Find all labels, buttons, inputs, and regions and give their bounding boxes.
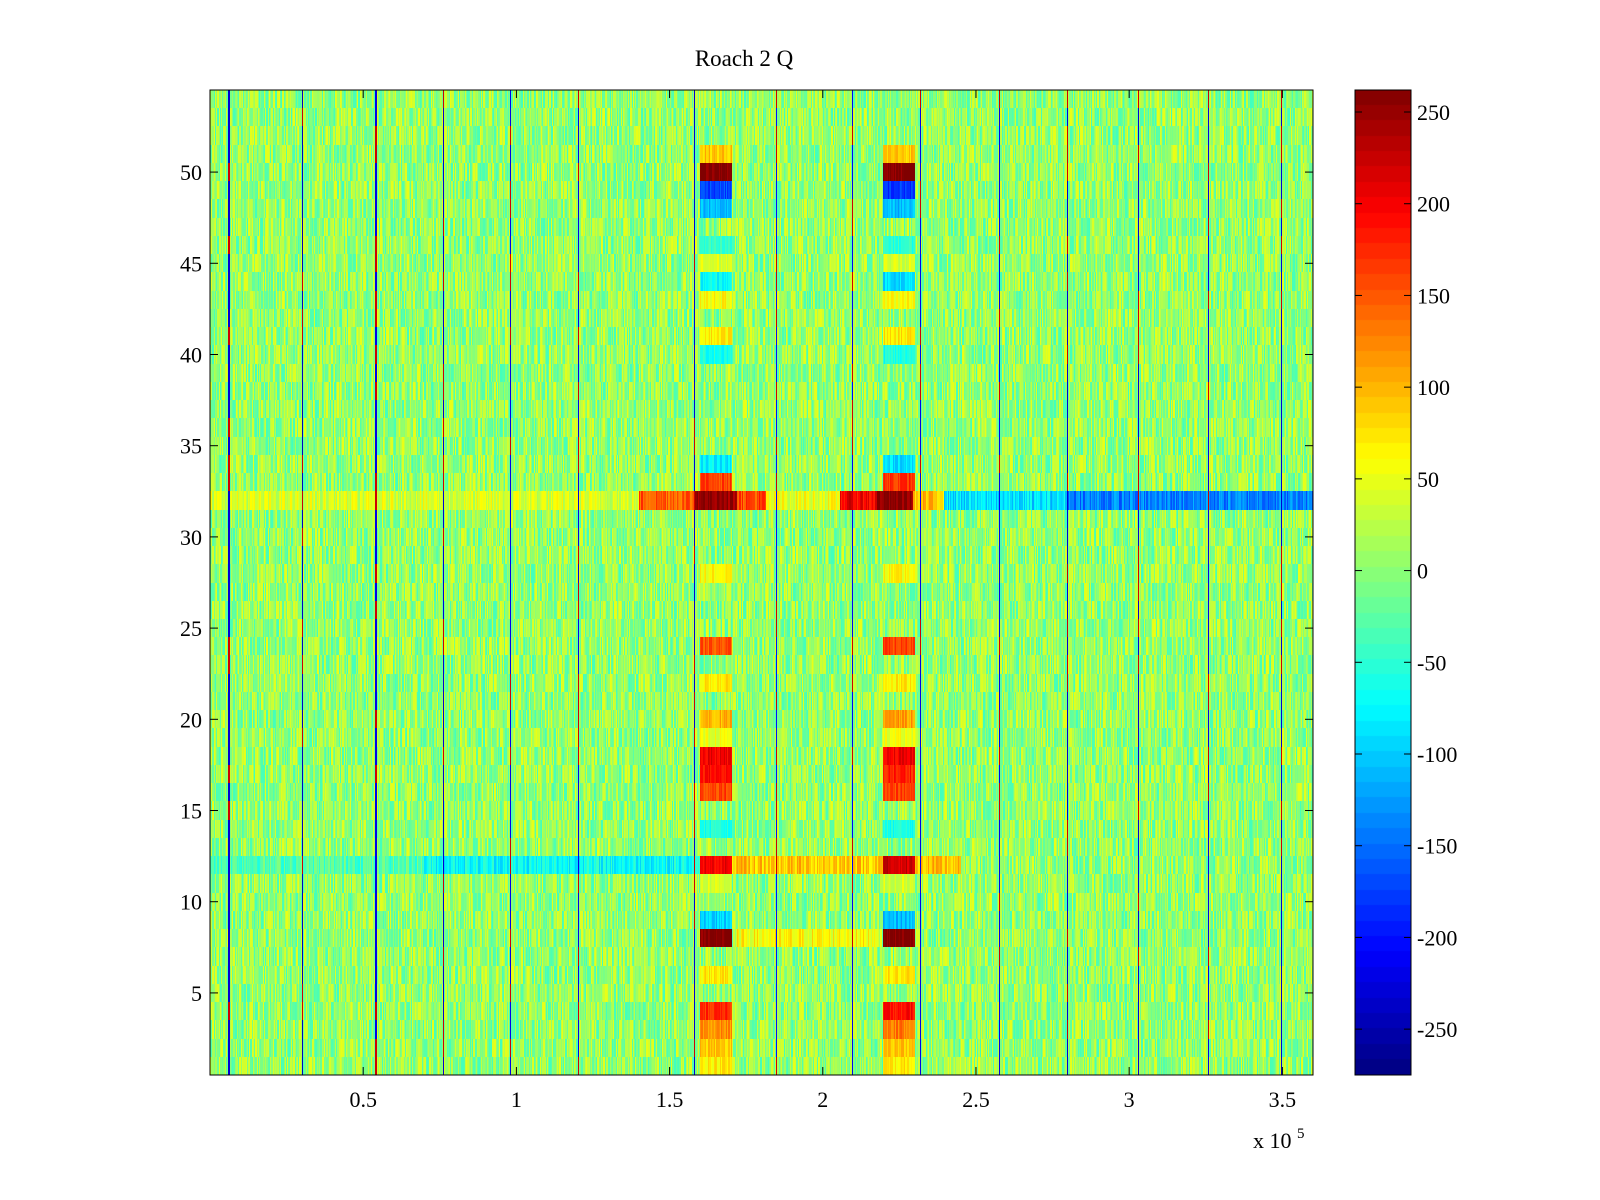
colorbar-tick-label: 200 — [1417, 192, 1450, 217]
heatmap-raster — [210, 90, 1313, 1075]
y-tick-label: 5 — [191, 981, 202, 1006]
colorbar-tick-label: 100 — [1417, 375, 1450, 400]
x-tick-label: 0.5 — [349, 1087, 377, 1112]
plot-area: 0.5 1 1.5 2 2.5 3 3.5 5 10 15 20 25 30 35 40 45 50 — [180, 89, 1314, 1112]
x-tick-label: 2 — [817, 1087, 828, 1112]
colorbar: 250 200 150 100 50 0 -50 -100 -150 -200 -250 — [1354, 89, 1457, 1076]
x-tick-label: 1.5 — [656, 1087, 684, 1112]
colorbar-tick-label: 0 — [1417, 559, 1428, 584]
plot-frame — [209, 89, 1314, 1076]
x-exponent-label: x 10 5 — [1253, 1126, 1305, 1153]
chart-title: Roach 2 Q — [695, 46, 794, 71]
y-tick-label: 40 — [180, 342, 202, 367]
colorbar-ticks: 250 200 150 100 50 0 -50 -100 -150 -200 -250 — [1355, 100, 1457, 1042]
y-tick-label: 35 — [180, 434, 202, 459]
colorbar-frame — [1354, 89, 1412, 1076]
x-exponent-base: x 10 — [1253, 1128, 1292, 1153]
colorbar-gradient-frame — [1355, 90, 1411, 1075]
colorbar-tick-label: -50 — [1417, 650, 1446, 675]
colorbar-tick-label: -250 — [1417, 1017, 1457, 1042]
colorbar-gradient — [1355, 90, 1411, 1075]
x-exponent-power: 5 — [1297, 1126, 1305, 1142]
x-axis-ticks: 0.5 1 1.5 2 2.5 3 3.5 — [349, 90, 1296, 1112]
y-axis-ticks: 5 10 15 20 25 30 35 40 45 50 — [180, 160, 1313, 1006]
y-tick-label: 50 — [180, 160, 202, 185]
colorbar-tick-label: 250 — [1417, 100, 1450, 125]
x-tick-label: 3.5 — [1269, 1087, 1297, 1112]
colorbar-tick-label: -200 — [1417, 925, 1457, 950]
x-tick-label: 1 — [511, 1087, 522, 1112]
colorbar-tick-label: -100 — [1417, 742, 1457, 767]
y-tick-label: 30 — [180, 525, 202, 550]
y-tick-label: 25 — [180, 616, 202, 641]
y-tick-label: 15 — [180, 799, 202, 824]
y-tick-label: 20 — [180, 707, 202, 732]
x-tick-label: 2.5 — [962, 1087, 990, 1112]
y-tick-label: 45 — [180, 251, 202, 276]
colorbar-tick-label: 50 — [1417, 467, 1439, 492]
x-tick-label: 3 — [1124, 1087, 1135, 1112]
heatmap-raster-frame — [210, 90, 1313, 1075]
colorbar-tick-label: 150 — [1417, 283, 1450, 308]
y-tick-label: 10 — [180, 890, 202, 915]
colorbar-tick-label: -150 — [1417, 834, 1457, 859]
